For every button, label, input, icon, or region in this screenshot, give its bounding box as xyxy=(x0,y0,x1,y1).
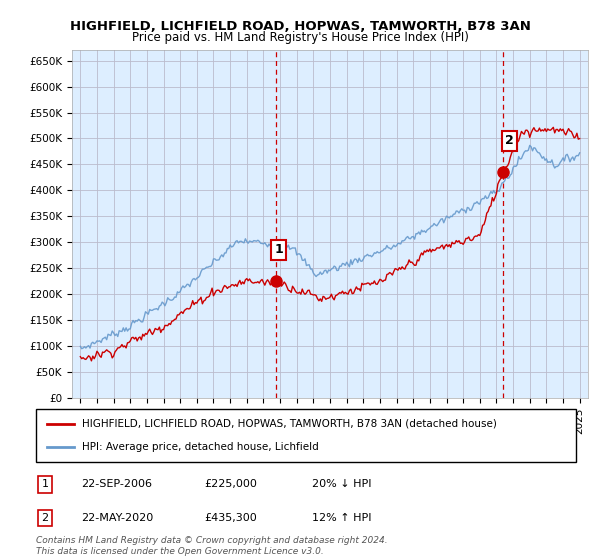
Text: Price paid vs. HM Land Registry's House Price Index (HPI): Price paid vs. HM Land Registry's House … xyxy=(131,31,469,44)
Text: 12% ↑ HPI: 12% ↑ HPI xyxy=(312,513,371,523)
Text: 2: 2 xyxy=(505,134,514,147)
Text: £225,000: £225,000 xyxy=(204,479,257,489)
Text: 2: 2 xyxy=(41,513,49,523)
Text: HIGHFIELD, LICHFIELD ROAD, HOPWAS, TAMWORTH, B78 3AN (detached house): HIGHFIELD, LICHFIELD ROAD, HOPWAS, TAMWO… xyxy=(82,419,497,429)
Text: 1: 1 xyxy=(275,244,283,256)
Text: HPI: Average price, detached house, Lichfield: HPI: Average price, detached house, Lich… xyxy=(82,442,319,452)
Text: HIGHFIELD, LICHFIELD ROAD, HOPWAS, TAMWORTH, B78 3AN: HIGHFIELD, LICHFIELD ROAD, HOPWAS, TAMWO… xyxy=(70,20,530,32)
Text: Contains HM Land Registry data © Crown copyright and database right 2024.
This d: Contains HM Land Registry data © Crown c… xyxy=(36,536,388,556)
Text: 20% ↓ HPI: 20% ↓ HPI xyxy=(312,479,371,489)
Text: 22-MAY-2020: 22-MAY-2020 xyxy=(81,513,153,523)
Text: 22-SEP-2006: 22-SEP-2006 xyxy=(81,479,152,489)
FancyBboxPatch shape xyxy=(36,409,576,462)
Text: 1: 1 xyxy=(41,479,49,489)
Text: £435,300: £435,300 xyxy=(204,513,257,523)
